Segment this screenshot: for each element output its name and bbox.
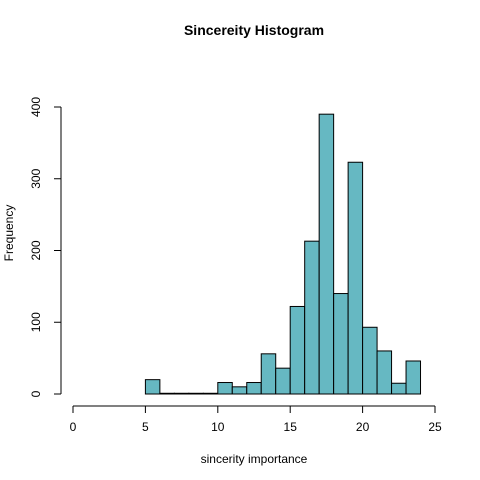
x-tick-label-15: 15 xyxy=(284,420,298,434)
y-axis: 0 100 200 300 400 xyxy=(29,97,61,398)
x-tick-label-5: 5 xyxy=(142,420,149,434)
y-tick-label-0: 0 xyxy=(29,390,43,397)
histogram-bar-8 xyxy=(261,354,275,394)
histogram-bar-6 xyxy=(232,387,246,394)
y-tick-label-200: 200 xyxy=(29,240,43,260)
histogram-bar-2 xyxy=(174,393,188,394)
bars-group xyxy=(145,114,420,394)
histogram-bar-0 xyxy=(145,380,159,394)
histogram-bar-1 xyxy=(160,393,174,394)
histogram-bar-12 xyxy=(319,114,333,394)
histogram-bar-13 xyxy=(334,294,348,394)
x-tick-label-20: 20 xyxy=(356,420,370,434)
y-tick-label-400: 400 xyxy=(29,97,43,117)
x-tick-label-10: 10 xyxy=(211,420,225,434)
histogram-bar-15 xyxy=(363,327,377,394)
histogram-bar-4 xyxy=(203,393,217,394)
histogram-bar-17 xyxy=(392,383,406,394)
histogram-bar-14 xyxy=(348,162,362,394)
y-tick-label-300: 300 xyxy=(29,168,43,188)
histogram-bar-9 xyxy=(276,368,290,394)
histogram-bar-11 xyxy=(305,241,319,394)
histogram-bar-16 xyxy=(377,351,391,394)
histogram-bar-5 xyxy=(218,383,232,394)
histogram-bar-18 xyxy=(406,361,420,394)
y-axis-label: Frequency xyxy=(2,205,16,262)
x-tick-label-0: 0 xyxy=(70,420,77,434)
x-tick-label-25: 25 xyxy=(428,420,442,434)
y-tick-label-100: 100 xyxy=(29,312,43,332)
histogram-bar-3 xyxy=(189,393,203,394)
x-axis: 0 5 10 15 20 25 xyxy=(70,406,442,434)
histogram-bar-7 xyxy=(247,383,261,394)
histogram-bar-10 xyxy=(290,306,304,394)
chart-title: Sincereity Histogram xyxy=(184,22,324,38)
x-axis-label: sincerity importance xyxy=(201,452,308,466)
